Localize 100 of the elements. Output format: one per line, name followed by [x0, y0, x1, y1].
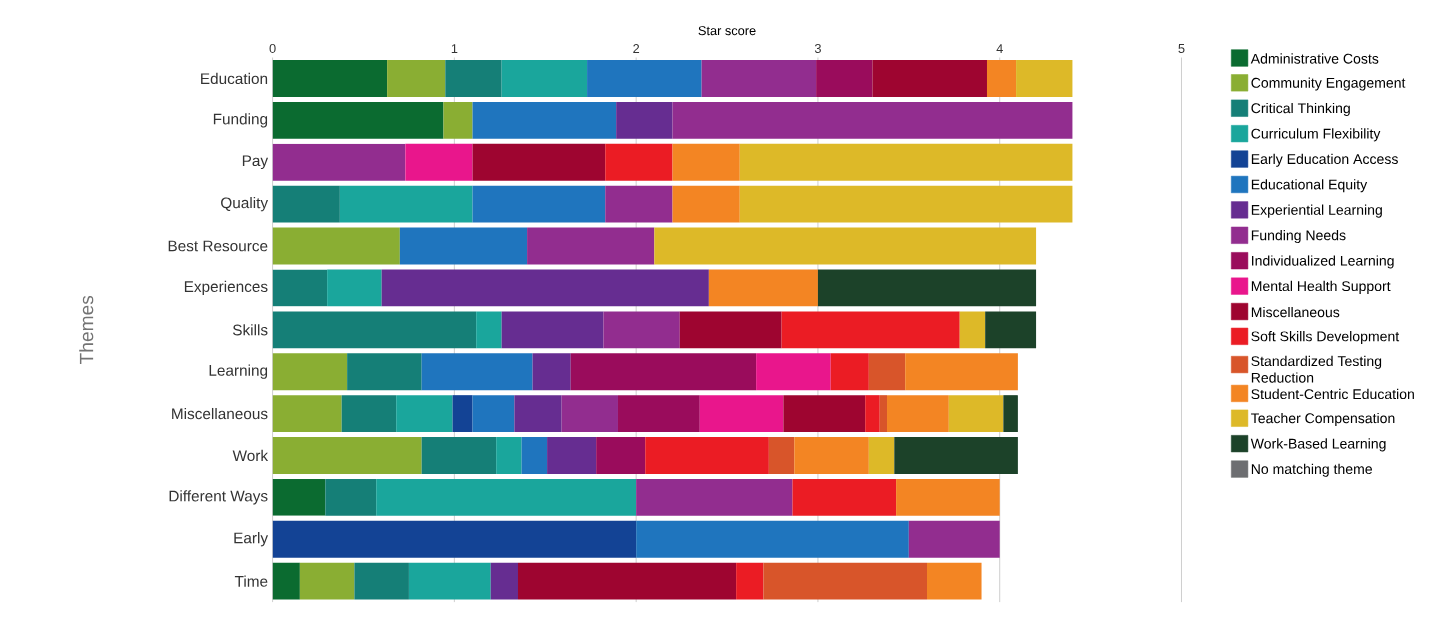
x-tick-label: 0: [269, 43, 276, 53]
legend-label: No matching theme: [1251, 463, 1372, 477]
bar: [792, 478, 897, 516]
bar: [272, 269, 328, 307]
bar: [959, 311, 986, 349]
y-tick-label: Quality: [221, 196, 269, 212]
bar: [896, 478, 1000, 516]
bar: [514, 395, 562, 432]
bar: [603, 311, 680, 349]
bar: [986, 59, 1017, 97]
bar: [354, 562, 409, 600]
bar: [472, 143, 606, 181]
bar: [376, 478, 637, 516]
bar: [421, 353, 533, 391]
bar: [816, 59, 873, 97]
bar: [272, 143, 406, 181]
bar: [985, 311, 1037, 349]
legend-label: Early Education Access: [1251, 153, 1398, 167]
bar: [879, 395, 888, 432]
bar: [381, 269, 709, 307]
bar: [708, 269, 818, 307]
bar: [272, 562, 300, 600]
y-tick-label: Miscellaneous: [172, 407, 268, 420]
bar: [405, 143, 473, 181]
legend-label: Educational Equity: [1251, 179, 1368, 193]
bar: [490, 562, 518, 600]
bar: [587, 59, 702, 97]
legend-label: Administrative Costs: [1250, 53, 1379, 64]
bar: [701, 59, 817, 97]
bar: [547, 436, 597, 474]
bar: [699, 395, 784, 432]
legend-label: Funding Needs: [1251, 229, 1346, 243]
bar: [654, 227, 1037, 265]
bar: [948, 395, 1004, 432]
legend-label: Teacher Compensation: [1251, 412, 1395, 426]
bar: [605, 143, 673, 181]
y-tick-label: Funding: [213, 113, 268, 128]
bar: [672, 185, 740, 223]
bar: [527, 227, 655, 265]
bar: [905, 353, 1018, 391]
legend-label: Curriculum Flexibility: [1251, 128, 1381, 142]
bar: [830, 353, 869, 391]
bar: [325, 478, 377, 516]
bar: [887, 395, 949, 432]
bar: [272, 185, 340, 223]
bar: [1016, 59, 1073, 97]
x-tick-label: 4: [996, 44, 1003, 53]
y-tick-label: Skills: [232, 324, 268, 336]
bar: [596, 436, 646, 474]
legend-label: Student-Centric Education: [1251, 388, 1414, 399]
bar: [299, 562, 355, 600]
x-tick-label: 5: [1178, 43, 1185, 53]
x-tick-label: 1: [451, 44, 458, 53]
y-axis-title: Themes: [79, 295, 94, 364]
bar: [443, 101, 473, 139]
bar: [452, 395, 473, 432]
bar: [736, 562, 764, 600]
legend-label: Standardized Testing Reduction: [1251, 355, 1382, 383]
bar: [817, 269, 1037, 307]
bar: [679, 311, 782, 349]
y-tick-label: Education: [201, 72, 268, 84]
bar: [272, 436, 422, 474]
y-tick-label: Pay: [242, 155, 269, 169]
bar: [272, 520, 637, 558]
bar: [868, 353, 906, 391]
bar: [868, 436, 895, 474]
x-tick-label: 3: [814, 43, 821, 53]
legend-label: Community Engagement: [1251, 77, 1406, 91]
bar: [532, 353, 571, 391]
bar: [339, 185, 473, 223]
x-axis-title: Star score: [698, 26, 756, 36]
bar: [672, 101, 1073, 139]
bar: [908, 520, 1000, 558]
bar: [768, 436, 795, 474]
bar: [472, 395, 515, 432]
bar: [794, 436, 869, 474]
y-tick-label: Best Resource: [168, 240, 268, 252]
bar: [408, 562, 491, 600]
bar: [645, 436, 769, 474]
bar: [496, 436, 522, 474]
bar: [272, 311, 477, 349]
bar: [927, 562, 982, 600]
legend-label: Mental Health Support: [1251, 280, 1391, 294]
legend-label: Critical Thinking: [1251, 102, 1350, 116]
bar: [272, 353, 348, 391]
bar: [387, 59, 446, 97]
bar: [763, 562, 928, 600]
bar: [421, 436, 497, 474]
bar: [605, 185, 673, 223]
y-tick-label: Early: [234, 532, 269, 547]
bar: [341, 395, 397, 432]
bar: [570, 353, 757, 391]
bar: [865, 395, 880, 432]
bar: [561, 395, 618, 432]
y-tick-label: Different Ways: [169, 490, 268, 505]
legend-label: Soft Skills Development: [1251, 330, 1400, 344]
bar: [739, 185, 1073, 223]
y-tick-label: Learning: [209, 364, 268, 379]
bar: [636, 520, 909, 558]
bar: [501, 311, 604, 349]
